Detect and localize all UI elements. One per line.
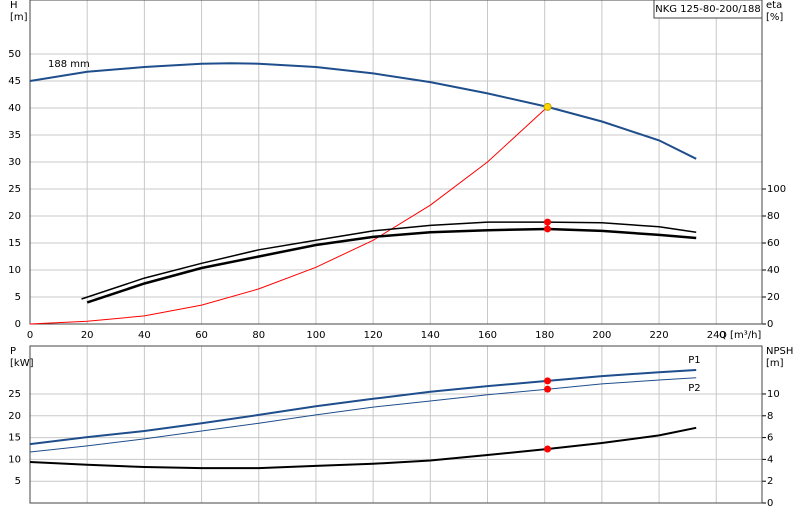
duty-point — [543, 102, 552, 111]
plot-frame — [29, 0, 763, 325]
curve — [29, 62, 697, 160]
y-tick-label: 10 — [8, 454, 21, 465]
x-tick-label: 180 — [535, 330, 554, 341]
chart-title: NKG 125-80-200/188 — [655, 4, 761, 15]
duty-point — [544, 445, 552, 453]
y2-tick-label: 0 — [767, 498, 773, 509]
y-label: P — [10, 346, 16, 357]
x-tick-label: 240 — [707, 330, 726, 341]
y-tick-label: 10 — [8, 265, 21, 276]
curve-label: P2 — [688, 383, 700, 394]
x-tick-label: 0 — [27, 330, 33, 341]
x-tick-label: 80 — [252, 330, 265, 341]
y-tick-label: 30 — [8, 157, 21, 168]
y2-unit: [%] — [766, 12, 783, 23]
y-tick-label: 20 — [8, 211, 21, 222]
curve — [29, 106, 548, 325]
y2-tick-label: 6 — [767, 433, 773, 444]
x-tick-label: 100 — [306, 330, 325, 341]
x-tick-label: 160 — [478, 330, 497, 341]
x-tick-label: 40 — [138, 330, 151, 341]
title-box — [653, 0, 763, 19]
y2-tick-label: 10 — [767, 389, 780, 400]
y-tick-label: 15 — [8, 238, 21, 249]
y2-tick-label: 4 — [767, 454, 773, 465]
y2-tick-label: 100 — [767, 184, 786, 195]
curve — [81, 221, 697, 300]
y-label: H — [10, 0, 18, 11]
curve — [29, 377, 697, 453]
x-tick-label: 120 — [364, 330, 383, 341]
x-tick-label: 200 — [592, 330, 611, 341]
y2-tick-label: 0 — [767, 319, 773, 330]
x-tick-label: 20 — [81, 330, 94, 341]
curve — [29, 369, 697, 446]
y-tick-label: 45 — [8, 76, 21, 87]
y2-label: eta — [766, 0, 782, 11]
x-tick-label: 140 — [421, 330, 440, 341]
y-tick-label: 0 — [15, 319, 21, 330]
x-label: Q [m³/h] — [719, 330, 761, 341]
y-tick-label: 50 — [8, 49, 21, 60]
duty-point — [544, 218, 552, 226]
x-tick-label: 60 — [195, 330, 208, 341]
y2-tick-label: 60 — [767, 238, 780, 249]
curve — [86, 227, 697, 304]
y-tick-label: 40 — [8, 103, 21, 114]
curve-label: P1 — [688, 355, 700, 366]
duty-point — [544, 385, 552, 393]
y-unit: [m] — [10, 12, 28, 23]
curve-label: 188 mm — [48, 59, 90, 70]
y-unit: [kW] — [10, 358, 34, 369]
y-tick-label: 5 — [15, 476, 21, 487]
y2-label: NPSH — [766, 346, 793, 357]
y2-tick-label: 8 — [767, 411, 773, 422]
y-tick-label: 20 — [8, 411, 21, 422]
y-tick-label: 25 — [8, 389, 21, 400]
y-tick-label: 15 — [8, 433, 21, 444]
y2-unit: [m] — [766, 358, 784, 369]
y-tick-label: 25 — [8, 184, 21, 195]
y2-tick-label: 40 — [767, 265, 780, 276]
duty-point — [544, 225, 552, 233]
y-tick-label: 5 — [15, 292, 21, 303]
y2-tick-label: 2 — [767, 476, 773, 487]
plot-frame — [29, 345, 763, 504]
x-tick-label: 220 — [650, 330, 669, 341]
duty-point — [544, 377, 552, 385]
curve — [29, 426, 697, 470]
y-tick-label: 35 — [8, 130, 21, 141]
y2-tick-label: 80 — [767, 211, 780, 222]
y2-tick-label: 20 — [767, 292, 780, 303]
